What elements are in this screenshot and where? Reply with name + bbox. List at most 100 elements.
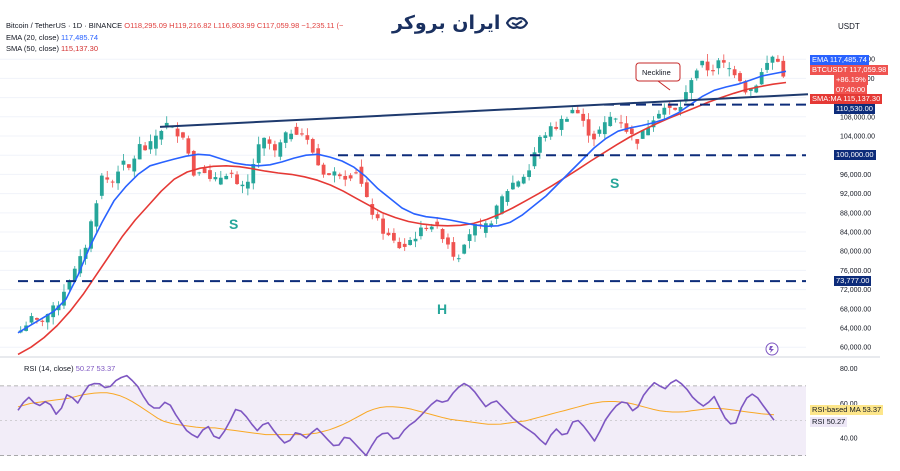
candle-body bbox=[126, 164, 131, 168]
candle-body bbox=[424, 227, 429, 230]
candle-body bbox=[494, 205, 499, 219]
candle-body bbox=[640, 130, 645, 139]
candle-body bbox=[273, 144, 277, 151]
candle-body bbox=[608, 116, 613, 127]
sma-label: SMA (50, close) bbox=[6, 44, 59, 53]
btcusdt-price-label: BTCUSDT 117,059.98 bbox=[810, 65, 889, 75]
rsi-header-values: 50.27 53.37 bbox=[75, 364, 116, 373]
candle-body bbox=[337, 174, 342, 177]
candle-body bbox=[164, 122, 169, 128]
candle-body bbox=[391, 232, 396, 241]
rsi-tick-label: 80.00 bbox=[840, 366, 858, 373]
candle-body bbox=[105, 177, 110, 180]
candle-body bbox=[94, 203, 99, 227]
candle-body bbox=[348, 175, 353, 179]
candle-body bbox=[554, 126, 559, 129]
candle-body bbox=[570, 109, 575, 114]
candle-body bbox=[435, 221, 440, 225]
candle-body bbox=[45, 313, 50, 323]
rsi-indicator[interactable]: RSI (14, close) 50.27 53.37 bbox=[24, 364, 115, 373]
candle-body bbox=[67, 281, 72, 290]
candle-body bbox=[316, 148, 321, 166]
candle-body bbox=[300, 133, 304, 135]
replay-icon[interactable] bbox=[765, 342, 779, 356]
candle-body bbox=[667, 103, 672, 108]
candle-body bbox=[191, 150, 196, 176]
price-tick-label: 104,000.00 bbox=[840, 134, 875, 141]
candle-body bbox=[89, 221, 93, 249]
candle-body bbox=[429, 226, 434, 230]
rsi-ma-line bbox=[17, 392, 775, 436]
ema-label: EMA (20, close) bbox=[6, 33, 59, 42]
change-label: +86.19% bbox=[834, 75, 868, 85]
price-tick-label: 60,000.00 bbox=[840, 345, 871, 352]
price-tick-label: 96,000.00 bbox=[840, 172, 871, 179]
candle-body bbox=[770, 56, 775, 63]
candle-body bbox=[462, 244, 467, 254]
candle-body bbox=[359, 166, 364, 184]
candle-body bbox=[386, 232, 391, 236]
candle-body bbox=[651, 120, 656, 128]
candle-body bbox=[202, 168, 207, 174]
rsi-tick-label: 60.00 bbox=[840, 401, 858, 408]
candle-body bbox=[759, 72, 764, 85]
candle-body bbox=[354, 172, 358, 174]
candle-body bbox=[229, 172, 234, 174]
candle-body bbox=[738, 73, 742, 82]
neckline bbox=[159, 93, 809, 128]
price-tick-label: 108,000.00 bbox=[840, 114, 875, 121]
rsi-line bbox=[17, 374, 775, 457]
candle-body bbox=[559, 118, 564, 130]
candle-body bbox=[754, 85, 759, 93]
rsi-ma-label: RSI-based MA 53.37 bbox=[810, 405, 884, 415]
candle-body bbox=[657, 113, 661, 119]
price-tick-label: 76,000.00 bbox=[840, 268, 871, 275]
candle-body bbox=[381, 218, 385, 234]
candle-body bbox=[83, 247, 88, 259]
candle-body bbox=[716, 60, 721, 69]
sma-indicator[interactable]: SMA (50, close) 115,137.30 bbox=[6, 44, 98, 53]
candle-body bbox=[586, 119, 591, 136]
sma-line bbox=[17, 81, 787, 356]
candle-body bbox=[543, 135, 548, 138]
candle-body bbox=[197, 172, 202, 174]
rsi-label: RSI (14, close) bbox=[24, 364, 74, 373]
candle-body bbox=[310, 139, 315, 153]
candle-body bbox=[440, 229, 445, 240]
candle-body bbox=[35, 317, 39, 320]
candle-body bbox=[516, 181, 521, 187]
candle-body bbox=[56, 305, 61, 311]
candle-body bbox=[181, 132, 185, 138]
level-110530-label: 110,530.00 bbox=[834, 104, 875, 114]
candle-body bbox=[29, 316, 34, 323]
candle-body bbox=[548, 126, 553, 137]
candle-body bbox=[684, 92, 688, 102]
candle-body bbox=[213, 177, 218, 180]
candle-body bbox=[294, 126, 299, 135]
candle-body bbox=[218, 177, 223, 185]
broker-logo: ایران بروکر bbox=[392, 12, 529, 34]
candle-body bbox=[251, 164, 256, 184]
candle-body bbox=[137, 144, 142, 160]
rsi-tick-label: 40.00 bbox=[840, 436, 858, 443]
rsi-value-label: RSI 50.27 bbox=[810, 417, 848, 427]
candle-body bbox=[602, 122, 607, 135]
candle-body bbox=[175, 128, 180, 137]
candle-body bbox=[413, 238, 418, 242]
candle-body bbox=[451, 242, 456, 257]
candle-body bbox=[473, 224, 477, 236]
ema-indicator[interactable]: EMA (20, close) 117,485.74 bbox=[6, 33, 98, 42]
symbol-title[interactable]: Bitcoin / TetherUS · 1D · BINANCE bbox=[6, 21, 123, 30]
head-label: H bbox=[437, 301, 447, 317]
price-grid bbox=[0, 58, 806, 348]
candle-body bbox=[689, 80, 694, 93]
candle-body bbox=[646, 127, 650, 136]
horizontal-levels bbox=[18, 93, 809, 283]
candle-body bbox=[245, 181, 250, 189]
currency-label: USDT bbox=[838, 22, 860, 31]
candle-body bbox=[597, 129, 602, 134]
candle-body bbox=[224, 175, 229, 180]
candle-body bbox=[500, 196, 504, 214]
candle-body bbox=[370, 204, 375, 215]
rsi-axis: 80.00 60.00 40.00 bbox=[840, 366, 858, 443]
